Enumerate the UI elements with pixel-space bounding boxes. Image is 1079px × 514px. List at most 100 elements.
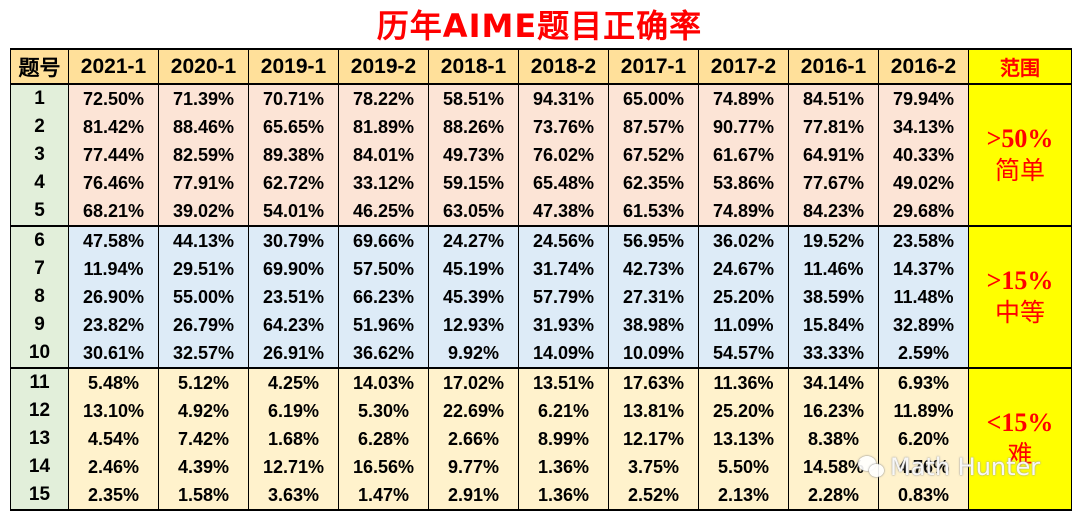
- accuracy-cell: 71.39%: [158, 84, 249, 113]
- accuracy-cell: 72.50%: [68, 84, 159, 113]
- accuracy-cell: 26.90%: [68, 283, 159, 311]
- accuracy-cell: 82.59%: [158, 141, 249, 169]
- question-number: 9: [10, 311, 69, 339]
- watermark-text: Math Hunter: [890, 453, 1041, 481]
- page-title: 历年AIME题目正确率: [376, 7, 703, 45]
- question-number: 1: [10, 84, 69, 113]
- accuracy-cell: 30.61%: [68, 339, 159, 369]
- accuracy-cell: 84.01%: [338, 141, 429, 169]
- accuracy-cell: 16.23%: [788, 397, 879, 425]
- accuracy-cell: 2.52%: [608, 481, 699, 511]
- accuracy-cell: 54.57%: [698, 339, 789, 369]
- accuracy-cell: 11.46%: [788, 255, 879, 283]
- accuracy-cell: 62.35%: [608, 169, 699, 197]
- accuracy-cell: 84.23%: [788, 197, 879, 227]
- accuracy-cell: 2.13%: [698, 481, 789, 511]
- accuracy-cell: 74.89%: [698, 84, 789, 113]
- question-number: 10: [10, 339, 69, 369]
- table-row: 3 77.44% 82.59% 89.38% 84.01% 49.73% 76.02% 67.…: [10, 141, 1072, 169]
- accuracy-cell: 39.02%: [158, 197, 249, 227]
- table-row: 9 23.82% 26.79% 64.23% 51.96% 12.93% 31.93% 38.…: [10, 311, 1072, 339]
- accuracy-cell: 45.19%: [428, 255, 519, 283]
- accuracy-cell: 24.67%: [698, 255, 789, 283]
- accuracy-cell: 27.31%: [608, 283, 699, 311]
- accuracy-cell: 51.96%: [338, 311, 429, 339]
- range-threshold: >50%: [986, 124, 1054, 153]
- range-easy: >50% 简单: [968, 84, 1072, 227]
- accuracy-cell: 1.58%: [158, 481, 249, 511]
- accuracy-cell: 36.62%: [338, 339, 429, 369]
- accuracy-cell: 57.50%: [338, 255, 429, 283]
- header-range: 范围: [968, 48, 1072, 85]
- accuracy-cell: 16.56%: [338, 453, 429, 481]
- question-number: 5: [10, 197, 69, 227]
- table-row: 12 13.10% 4.92% 6.19% 5.30% 22.69% 6.21% 13.81%…: [10, 397, 1072, 425]
- accuracy-cell: 38.59%: [788, 283, 879, 311]
- question-number: 6: [10, 226, 69, 255]
- accuracy-cell: 77.91%: [158, 169, 249, 197]
- accuracy-cell: 11.09%: [698, 311, 789, 339]
- accuracy-cell: 23.51%: [248, 283, 339, 311]
- accuracy-cell: 6.19%: [248, 397, 339, 425]
- accuracy-cell: 6.28%: [338, 425, 429, 453]
- range-hard: <15% 难: [968, 368, 1072, 511]
- accuracy-cell: 4.76%: [878, 453, 969, 481]
- accuracy-cell: 4.39%: [158, 453, 249, 481]
- question-number: 4: [10, 169, 69, 197]
- accuracy-cell: 88.26%: [428, 113, 519, 141]
- accuracy-cell: 1.36%: [518, 481, 609, 511]
- accuracy-cell: 12.71%: [248, 453, 339, 481]
- accuracy-cell: 73.76%: [518, 113, 609, 141]
- accuracy-cell: 5.50%: [698, 453, 789, 481]
- accuracy-cell: 87.57%: [608, 113, 699, 141]
- question-number: 3: [10, 141, 69, 169]
- table-row: 10 30.61% 32.57% 26.91% 36.62% 9.92% 14.09% 10.…: [10, 339, 1072, 369]
- accuracy-cell: 14.03%: [338, 368, 429, 397]
- accuracy-cell: 13.10%: [68, 397, 159, 425]
- accuracy-cell: 4.54%: [68, 425, 159, 453]
- accuracy-cell: 6.21%: [518, 397, 609, 425]
- accuracy-cell: 24.27%: [428, 226, 519, 255]
- accuracy-cell: 17.02%: [428, 368, 519, 397]
- accuracy-cell: 4.92%: [158, 397, 249, 425]
- accuracy-cell: 47.58%: [68, 226, 159, 255]
- accuracy-cell: 23.58%: [878, 226, 969, 255]
- question-number: 2: [10, 113, 69, 141]
- accuracy-cell: 65.48%: [518, 169, 609, 197]
- range-threshold: >15%: [986, 266, 1054, 295]
- header-year: 2016-2: [878, 48, 969, 85]
- accuracy-cell: 4.25%: [248, 368, 339, 397]
- accuracy-cell: 13.81%: [608, 397, 699, 425]
- accuracy-cell: 59.15%: [428, 169, 519, 197]
- header-year: 2021-1: [68, 48, 159, 85]
- question-number: 7: [10, 255, 69, 283]
- accuracy-cell: 74.89%: [698, 197, 789, 227]
- accuracy-cell: 2.46%: [68, 453, 159, 481]
- range-label: 简单: [994, 156, 1045, 185]
- accuracy-cell: 42.73%: [608, 255, 699, 283]
- accuracy-cell: 81.89%: [338, 113, 429, 141]
- accuracy-cell: 33.12%: [338, 169, 429, 197]
- range-label: 难: [1007, 440, 1033, 469]
- range-medium: >15% 中等: [968, 226, 1072, 369]
- table-row: 13 4.54% 7.42% 1.68% 6.28% 2.66% 8.99% 12.17% 13…: [10, 425, 1072, 453]
- table-row: 8 26.90% 55.00% 23.51% 66.23% 45.39% 57.79% 27.…: [10, 283, 1072, 311]
- accuracy-cell: 32.57%: [158, 339, 249, 369]
- accuracy-cell: 32.89%: [878, 311, 969, 339]
- header-year: 2016-1: [788, 48, 879, 85]
- header-year: 2017-2: [698, 48, 789, 85]
- accuracy-cell: 23.82%: [68, 311, 159, 339]
- accuracy-cell: 54.01%: [248, 197, 339, 227]
- accuracy-cell: 89.38%: [248, 141, 339, 169]
- range-label: 中等: [994, 298, 1045, 327]
- question-number: 11: [10, 368, 69, 397]
- accuracy-cell: 14.09%: [518, 339, 609, 369]
- header-year: 2018-1: [428, 48, 519, 85]
- question-number: 12: [10, 397, 69, 425]
- accuracy-cell: 2.28%: [788, 481, 879, 511]
- accuracy-cell: 36.02%: [698, 226, 789, 255]
- accuracy-cell: 77.44%: [68, 141, 159, 169]
- question-number: 14: [10, 453, 69, 481]
- table-row: 15 2.35% 1.58% 3.63% 1.47% 2.91% 1.36% 2.52% 2.1…: [10, 481, 1072, 511]
- accuracy-cell: 7.42%: [158, 425, 249, 453]
